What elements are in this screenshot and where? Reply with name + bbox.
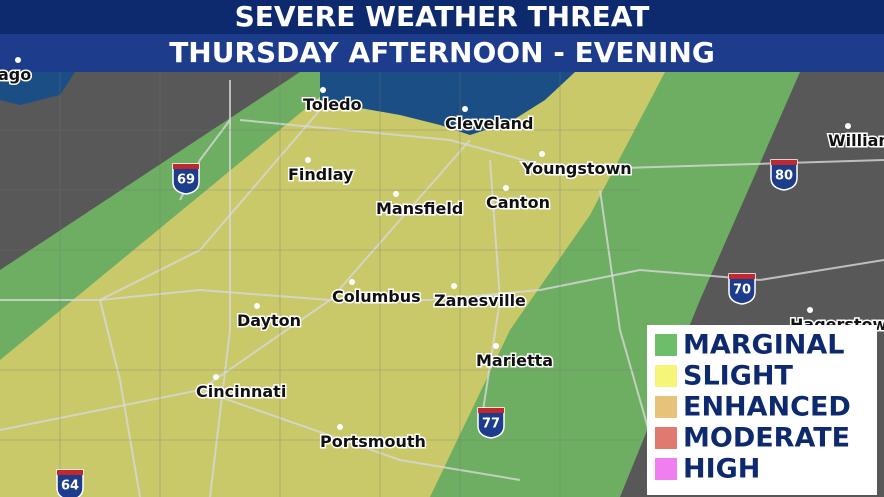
city-dot (493, 343, 499, 349)
title-bar (0, 0, 884, 34)
city-dot (503, 185, 509, 191)
city-dot (451, 283, 457, 289)
shield-number: 80 (775, 169, 793, 184)
city-dot (807, 307, 813, 313)
city-label: Columbus (332, 287, 421, 306)
city-label: Mansfield (376, 199, 463, 218)
legend-swatch (655, 396, 677, 418)
city-dot (393, 191, 399, 197)
city-label: Canton (486, 193, 550, 212)
city-label: Toledo (303, 95, 362, 114)
highway-shields: 69 80 70 77 64 (56, 159, 798, 497)
city-dot (337, 424, 343, 430)
shield (477, 407, 505, 439)
city-label: Dayton (237, 311, 301, 330)
city-dot (845, 123, 851, 129)
shield (172, 163, 200, 195)
city-dot (349, 279, 355, 285)
city-label: Zanesville (434, 291, 526, 310)
slight-area (0, 72, 665, 497)
legend-box (647, 325, 877, 495)
shield (770, 159, 798, 191)
city-label: Portsmouth (320, 432, 426, 451)
city-label: Cincinnati (196, 382, 286, 401)
shield-number: 70 (733, 283, 751, 298)
legend-label: MARGINAL (683, 330, 844, 361)
subtitle: THURSDAY AFTERNOON - EVENING (169, 36, 715, 69)
title: SEVERE WEATHER THREAT (235, 0, 650, 33)
legend-swatch (655, 365, 677, 387)
city-dot (15, 57, 21, 63)
shield-top (173, 164, 199, 169)
legend-swatch (655, 334, 677, 356)
shield-top (57, 470, 83, 475)
shield-top (729, 274, 755, 279)
legend-label: HIGH (683, 454, 760, 485)
city-label: Findlay (288, 165, 354, 184)
legend-swatch (655, 427, 677, 449)
city-dot (305, 157, 311, 163)
legend-swatch (655, 458, 677, 480)
shield (728, 273, 756, 305)
shield-number: 69 (177, 173, 195, 188)
legend-label: MODERATE (683, 423, 850, 454)
city-labels: ago Toledo Cleveland Findlay Youngstown Mansf… (0, 57, 884, 453)
lake-erie (320, 72, 575, 135)
legend-label: SLIGHT (683, 361, 793, 392)
legend-label: ENHANCED (683, 392, 851, 423)
city-dot (539, 151, 545, 157)
subtitle-bar (0, 34, 884, 72)
shield-number: 77 (482, 417, 500, 432)
city-dot (254, 303, 260, 309)
city-label: Marietta (476, 351, 553, 370)
shield (56, 469, 84, 497)
city-label: William (828, 131, 884, 150)
lake-michigan (0, 72, 75, 105)
shield-top (478, 408, 504, 413)
city-label: Cleveland (445, 114, 533, 133)
city-dot (462, 106, 468, 112)
county-lines (0, 72, 640, 497)
city-dot (213, 374, 219, 380)
city-label: Youngstown (521, 159, 632, 178)
city-dot (320, 87, 326, 93)
shield-top (771, 160, 797, 165)
shield-number: 64 (61, 479, 79, 494)
city-label: ago (0, 65, 31, 84)
